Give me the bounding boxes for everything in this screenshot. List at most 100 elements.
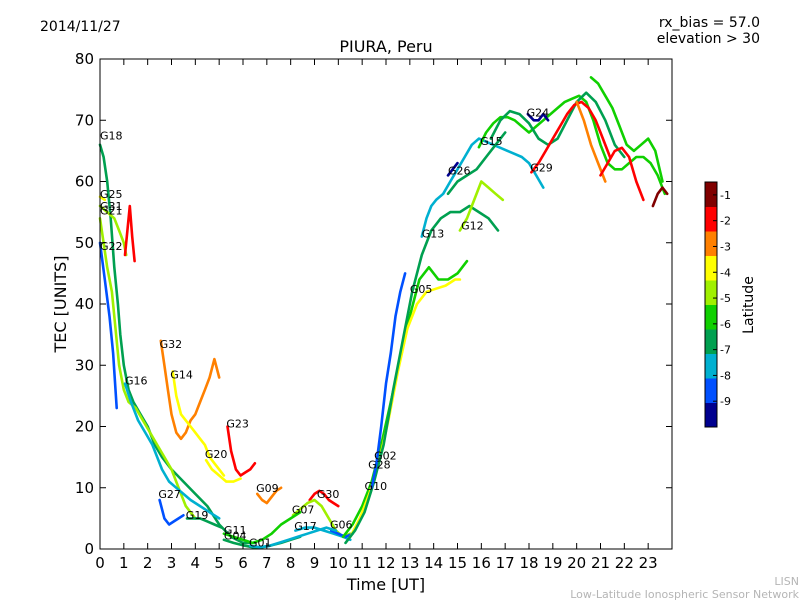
sat-label-G25: G25 — [100, 188, 123, 201]
y-tick-label: 70 — [75, 111, 94, 129]
x-axis-label: Time [UT] — [346, 575, 425, 594]
series-G19 — [185, 517, 223, 529]
series-G14 — [171, 370, 226, 477]
x-tick-label: 22 — [615, 554, 634, 572]
sat-label-G28: G28 — [368, 459, 391, 472]
series-G30 — [308, 489, 340, 508]
x-tick-label: 9 — [310, 554, 320, 572]
series-G09 — [256, 486, 283, 505]
sat-label-G29: G29 — [530, 162, 553, 175]
x-tick-label: 7 — [262, 554, 272, 572]
chart-title: PIURA, Peru — [339, 37, 432, 56]
sat-label-G32: G32 — [160, 338, 183, 351]
x-tick-label: 11 — [353, 554, 372, 572]
colorbar-tick-label: -4 — [720, 266, 731, 279]
colorbar-tick-label: -7 — [720, 344, 731, 357]
sat-label-G26: G26 — [448, 165, 471, 178]
colorbar-tick-label: -9 — [720, 395, 731, 408]
series-G15 — [477, 94, 667, 196]
x-tick-label: 5 — [214, 554, 224, 572]
date-label: 2014/11/27 — [40, 19, 121, 35]
series-G22 — [98, 241, 118, 410]
sat-label-G24: G24 — [527, 106, 550, 119]
plot-area — [100, 59, 672, 549]
plot-background — [100, 59, 672, 549]
colorbar-tick-label: -8 — [720, 369, 731, 382]
colorbar-tick-label: -6 — [720, 318, 731, 331]
sat-label-G19: G19 — [186, 509, 209, 522]
sat-label-G07: G07 — [292, 503, 315, 516]
sat-label-G06: G06 — [330, 519, 353, 532]
x-tick-label: 8 — [286, 554, 296, 572]
series-layer — [98, 76, 669, 549]
x-tick-label: 2 — [143, 554, 153, 572]
x-tick-label: 4 — [191, 554, 201, 572]
sat-label-G14: G14 — [170, 369, 193, 382]
colorbar-segment — [705, 231, 717, 256]
sat-label-G05: G05 — [410, 283, 433, 296]
colorbar-segment — [705, 402, 717, 428]
y-axis-label: TEC [UNITS] — [51, 256, 70, 354]
colorbar-segment — [705, 255, 717, 281]
y-tick-label: 80 — [75, 50, 94, 68]
series-G26 — [446, 161, 459, 177]
x-tick-label: 0 — [95, 554, 105, 572]
series-G29 — [530, 100, 612, 174]
series-G07b — [599, 146, 645, 202]
x-tick-label: 18 — [519, 554, 538, 572]
watermark-line2: Low-Latitude Ionospheric Sensor Network — [570, 588, 799, 600]
series-G01 — [248, 526, 338, 549]
x-tick-label: 14 — [424, 554, 443, 572]
x-tick-label: 21 — [591, 554, 610, 572]
sat-label-G27: G27 — [158, 488, 181, 501]
colorbar-segment — [705, 304, 717, 330]
series-G21 — [98, 217, 197, 520]
y-tick-label: 40 — [75, 295, 94, 313]
series-G13 — [420, 137, 545, 238]
sat-label-G11: G11 — [224, 524, 247, 537]
colorbar-tick-label: -2 — [720, 215, 731, 228]
sat-label-G31: G31 — [100, 200, 123, 213]
x-tick-label: 6 — [238, 554, 248, 572]
sat-label-G13: G13 — [422, 228, 445, 241]
y-tick-label: 60 — [75, 173, 94, 191]
x-tick-label: 3 — [167, 554, 177, 572]
colorbar-segment — [705, 280, 717, 305]
series-G27 — [158, 498, 185, 526]
series-G08b — [651, 186, 669, 208]
axes: 0 1 2 3 4 5 6 7 8 9 10 11 12 13 14 15 16 17 18 19 20 21 22 2301… — [75, 50, 673, 572]
sat-label-G18: G18 — [100, 130, 123, 143]
series-G24 — [526, 112, 550, 122]
x-tick-label: 23 — [639, 554, 658, 572]
colorbar-segment — [705, 353, 717, 379]
sat-label-G04: G04 — [224, 530, 247, 543]
x-tick-label: 12 — [376, 554, 395, 572]
x-tick-label: 19 — [543, 554, 562, 572]
y-tick-label: 20 — [75, 418, 94, 436]
colorbar-segment — [705, 378, 717, 403]
series-G26b — [446, 131, 507, 196]
colorbar-segment — [705, 206, 717, 232]
series-G12 — [458, 180, 505, 232]
y-tick-label: 10 — [75, 479, 94, 497]
sat-label-G23: G23 — [226, 418, 249, 431]
x-tick-label: 10 — [329, 554, 348, 572]
series-G16 — [123, 382, 221, 520]
series-G11 — [222, 510, 302, 545]
colorbar-tick-label: -1 — [720, 189, 731, 202]
series-G29b — [575, 100, 607, 183]
colorbar-label: Latitude — [741, 276, 757, 334]
colorbar-segment — [705, 182, 717, 207]
sat-label-G12: G12 — [461, 220, 484, 233]
x-tick-label: 20 — [567, 554, 586, 572]
series-G23 — [226, 425, 257, 477]
series-G32 — [159, 339, 221, 441]
sat-label-G17: G17 — [294, 520, 317, 533]
x-tick-label: 16 — [472, 554, 491, 572]
sat-label-G22: G22 — [100, 240, 123, 253]
x-tick-label: 15 — [448, 554, 467, 572]
series-G24b — [589, 76, 664, 183]
y-tick-label: 50 — [75, 234, 94, 252]
x-tick-label: 1 — [119, 554, 129, 572]
